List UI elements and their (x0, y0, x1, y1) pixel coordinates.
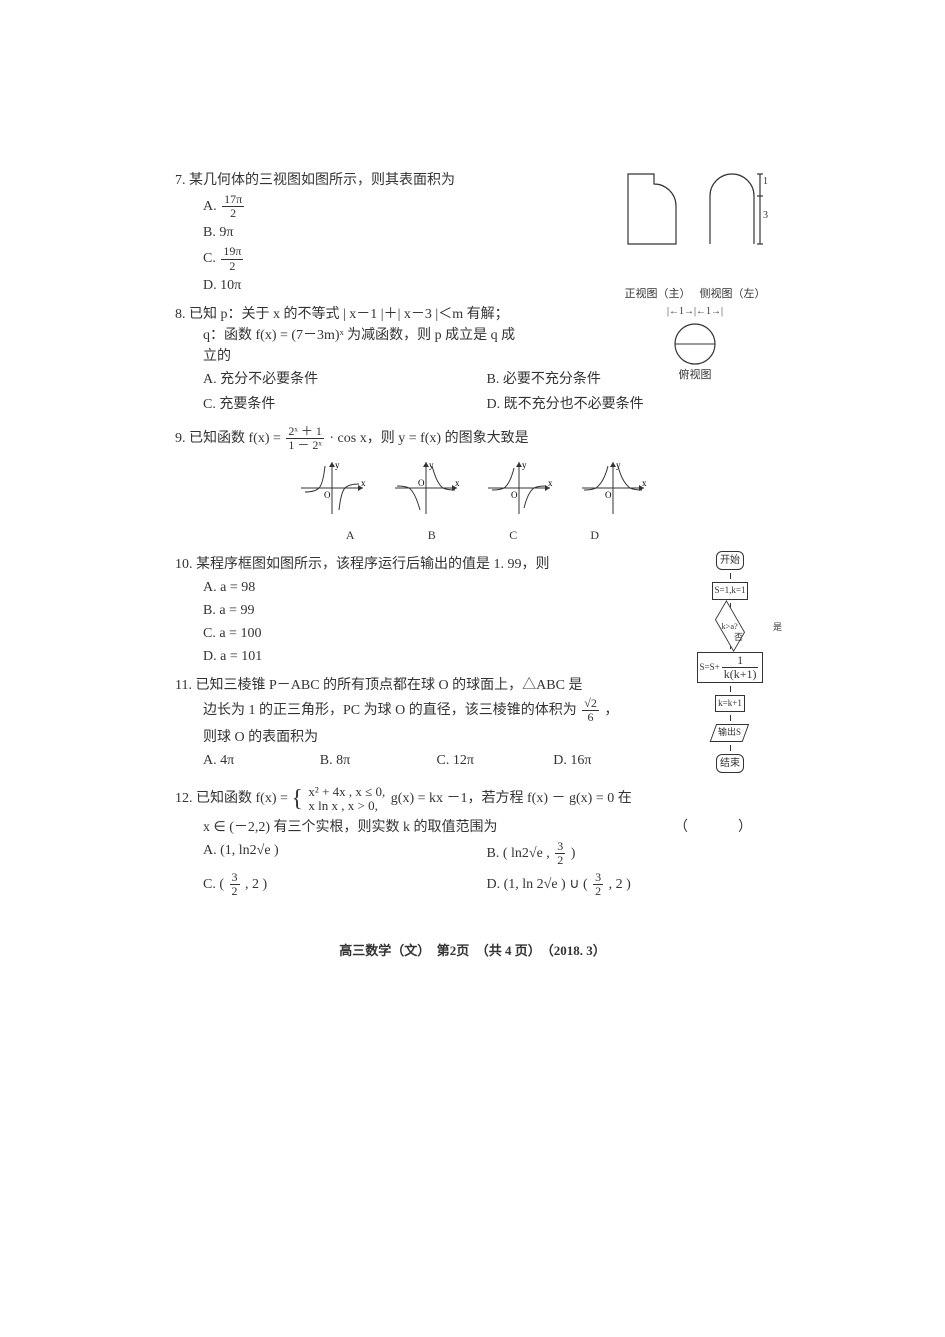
q11-optB: B. 8π (320, 750, 437, 771)
q7-optD: D. 10π (203, 275, 770, 296)
q9-graph-b: x yO (387, 458, 465, 518)
q12-optB: B. ( ln2√e , 32 ) (487, 840, 771, 867)
q12-optC: C. ( 32 , 2 ) (203, 871, 487, 898)
q12-optD: D. (1, ln 2√e ) ∪ ( 32 , 2 ) (487, 871, 771, 898)
q8-text2: q：函数 f(x) = (7－3m)ˣ 为减函数，则 p 成立是 q 成 (175, 325, 770, 346)
q10-optC: C. a = 100 (203, 623, 670, 644)
q7-text: 某几何体的三视图如图所示，则其表面积为 (189, 173, 455, 188)
q11-text3: 则球 O 的表面积为 (175, 727, 670, 748)
q12-text2: x ∈ (－2,2) 有三个实根，则实数 k 的取值范围为 (203, 820, 498, 835)
q7-num: 7. (175, 170, 186, 191)
svg-text:O: O (418, 478, 425, 488)
page-footer: 高三数学（文） 第2页 （共 4 页） （2018. 3） (175, 941, 770, 961)
svg-text:x: x (361, 478, 366, 488)
q11-text1: 已知三棱锥 P－ABC 的所有顶点都在球 O 的球面上，△ABC 是 (195, 678, 582, 693)
q9-graphs: xyO xyO xyO (175, 458, 770, 546)
q7-optA: A. 17π2 (203, 193, 770, 220)
svg-text:x: x (548, 478, 553, 488)
svg-text:y: y (522, 460, 527, 470)
question-12: 12. 已知函数 f(x) = { x² + 4x , x ≤ 0, x ln … (175, 781, 770, 901)
svg-text:O: O (605, 490, 612, 500)
q11-text2-post: ， (604, 703, 618, 718)
q7-optC: C. 19π2 (203, 245, 770, 272)
q10-num: 10. (175, 554, 193, 575)
q11-optC: C. 12π (437, 750, 554, 771)
q9-graph-d: xyO (574, 458, 652, 518)
q9-label-c: C (474, 526, 552, 544)
question-10: 10. 某程序框图如图所示，该程序运行后输出的值是 1. 99，则 A. a =… (175, 554, 770, 667)
q9-graph-a: x y O (293, 458, 371, 518)
q7-optB: B. 9π (203, 222, 770, 243)
q8-text1: 已知 p：关于 x 的不等式 | x－1 |＋| x－3 |＜m 有解； (189, 307, 509, 322)
question-11: 11. 已知三棱锥 P－ABC 的所有顶点都在球 O 的球面上，△ABC 是 边… (175, 675, 770, 773)
svg-text:O: O (324, 490, 331, 500)
q10-optA: A. a = 98 (203, 577, 670, 598)
q12-optA: A. (1, ln2√e ) (203, 840, 487, 867)
q12-text1-pre: 已知函数 f(x) = (196, 791, 291, 806)
q8-optC: C. 充要条件 (203, 394, 487, 415)
q8-optD: D. 既不充分也不必要条件 (487, 394, 771, 415)
q8-optA: A. 充分不必要条件 (203, 369, 487, 390)
q10-text: 某程序框图如图所示，该程序运行后输出的值是 1. 99，则 (196, 557, 550, 572)
q9-label-d: D (556, 526, 634, 544)
q9-label-a: A (311, 526, 389, 544)
question-9: 9. 已知函数 f(x) = 2ˣ ＋ 11 － 2ˣ · cos x，则 y … (175, 425, 770, 546)
q9-text-post: · cos x，则 y = f(x) 的图象大致是 (329, 431, 528, 446)
q11-optA: A. 4π (203, 750, 320, 771)
q12-paren: （ ） (674, 817, 770, 838)
q8-optB: B. 必要不充分条件 (487, 369, 771, 390)
q11-num: 11. (175, 675, 192, 696)
svg-text:x: x (642, 478, 647, 488)
q10-optD: D. a = 101 (203, 646, 670, 667)
q9-graph-c: x y O (480, 458, 558, 518)
q9-num: 9. (175, 428, 186, 449)
question-8: 8. 已知 p：关于 x 的不等式 | x－1 |＋| x－3 |＜m 有解； … (175, 304, 770, 417)
fc-yes: 是 (773, 621, 782, 635)
exam-page: 3 1 正视图（主） 侧视图（左） |←1→|←1→| 俯视图 开始 S=1,k… (0, 0, 945, 1337)
q12-text1-mid: g(x) = kx －1，若方程 f(x) － g(x) = 0 在 (391, 791, 632, 806)
q9-text-pre: 已知函数 f(x) = (189, 431, 284, 446)
q8-text3: 立的 (175, 346, 770, 367)
q11-text2-pre: 边长为 1 的正三角形，PC 为球 O 的直径，该三棱锥的体积为 (203, 703, 577, 718)
svg-text:O: O (511, 490, 518, 500)
svg-text:y: y (335, 460, 340, 470)
svg-text:y: y (429, 460, 434, 470)
question-7: 7. 某几何体的三视图如图所示，则其表面积为 A. 17π2 B. 9π C. … (175, 170, 770, 296)
q8-num: 8. (175, 304, 186, 325)
svg-text:x: x (455, 478, 460, 488)
q12-num: 12. (175, 788, 193, 809)
q10-optB: B. a = 99 (203, 600, 670, 621)
q11-optD: D. 16π (553, 750, 670, 771)
q9-label-b: B (393, 526, 471, 544)
